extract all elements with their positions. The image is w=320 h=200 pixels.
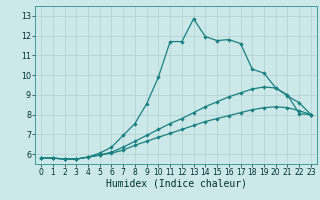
X-axis label: Humidex (Indice chaleur): Humidex (Indice chaleur) <box>106 179 246 189</box>
